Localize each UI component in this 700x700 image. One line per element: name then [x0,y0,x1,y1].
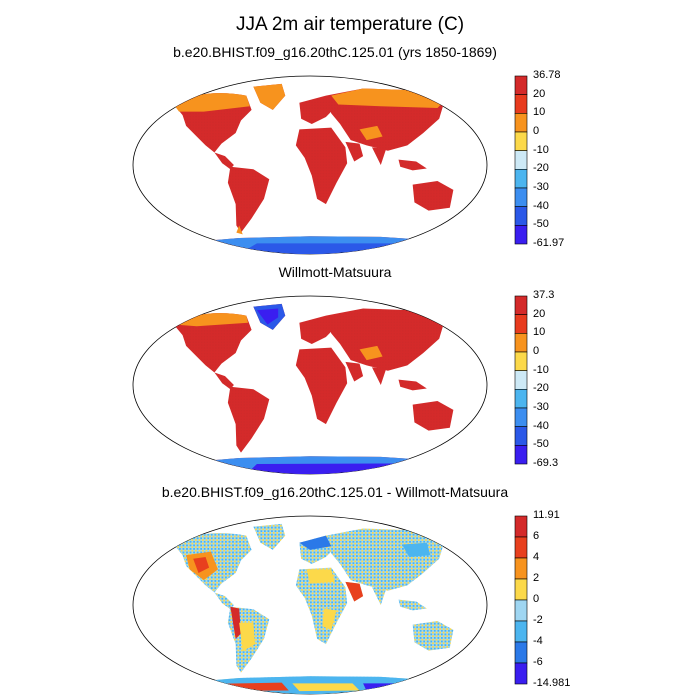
colorbar-obs-tick-label: 37.3 [533,289,555,301]
colorbar-model-tick-label: -20 [533,162,549,175]
colorbar-obs-tick-label: 20 [533,307,546,320]
colorbar-obs-segment [514,351,528,371]
colorbar-obs-tick-label: -30 [533,401,549,413]
colorbar-model-segment [514,94,528,114]
colorbar-obs-segment [514,333,528,353]
colorbar-diff-tick-label: 11.91 [533,509,560,521]
colorbar-obs-segment [514,445,528,465]
colorbar-obs-segment [514,389,528,409]
map-panel-diff [132,515,488,695]
colorbar-obs-segment [514,370,528,390]
colorbar-diff-tick-label: -2 [533,614,543,626]
map-panel-model [132,75,488,255]
colorbar-diff-segment [514,557,528,580]
colorbar-model-segment [514,150,528,170]
colorbar-model-tick-label: -30 [533,181,549,193]
colorbar-model-segment [514,187,528,207]
colorbar-diff-tick-label: -4 [533,635,543,647]
colorbar-model-tick-label: -50 [533,218,549,231]
colorbar-diff-tick-label: 4 [533,551,540,563]
colorbar-diff-tick-label: -6 [533,656,543,668]
colorbar-model-tick-label: -40 [533,199,549,212]
panel-title-obs: Willmott-Matsuura [278,264,392,280]
colorbar-obs-segment [514,295,528,315]
colorbar-diff-tick-label: 0 [533,593,540,605]
colorbar-diff-tick-label: 6 [533,530,540,542]
panel-title-diff: b.e20.BHIST.f09_g16.20thC.125.01 - Willm… [161,484,509,500]
colorbar-model-tick-label: -61.97 [533,237,565,249]
colorbar-diff-segment [514,578,528,601]
colorbar-model-segment [514,225,528,245]
colorbar-obs-tick-label: 10 [533,326,546,339]
colorbar-obs-tick-label: 0 [533,345,540,357]
colorbar-model-segment [514,131,528,151]
panel-title-model: b.e20.BHIST.f09_g16.20thC.125.01 (yrs 18… [173,44,497,60]
figure-title: JJA 2m air temperature (C) [235,14,465,35]
colorbar-model-segment [514,113,528,133]
colorbar-obs-segment [514,407,528,427]
colorbar-diff-segment [514,641,528,664]
colorbar-model-segment [514,206,528,226]
colorbar-obs-tick-label: -40 [533,419,549,432]
colorbar-diff-segment [514,620,528,643]
colorbar-diff-segment [514,536,528,559]
colorbar-model-tick-label: 36.78 [533,69,561,81]
colorbar-model-tick-label: 20 [533,87,546,100]
colorbar-model-tick-label: 10 [533,106,546,119]
colorbar-diff-segment [514,515,528,538]
colorbars [514,75,528,685]
colorbar-model-segment [514,169,528,189]
colorbar-diff-tick-label: -14.981 [533,677,571,689]
colorbar-obs-tick-label: -10 [533,363,549,376]
colorbar-model-segment [514,75,528,95]
colorbar-diff-segment [514,662,528,685]
colorbar-model-tick-label: 0 [533,125,540,137]
colorbar-obs-segment [514,314,528,334]
colorbar-obs-tick-label: -69.3 [533,457,559,469]
colorbar-diff-tick-label: 2 [533,572,540,584]
colorbar-obs-tick-label: -50 [533,438,549,451]
colorbar-obs-segment [514,426,528,446]
colorbar-diff-segment [514,599,528,622]
colorbar-model-tick-label: -10 [533,143,549,156]
colorbar-obs-tick-label: -20 [533,382,549,395]
map-panel-obs [132,295,488,475]
